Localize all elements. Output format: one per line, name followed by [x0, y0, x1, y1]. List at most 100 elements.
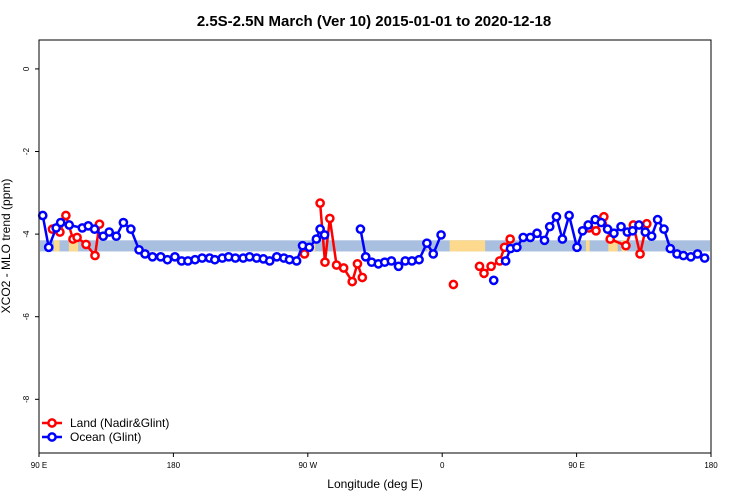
data-point-ocean	[539, 235, 550, 246]
data-point-land	[315, 198, 325, 208]
data-point-ocean	[634, 220, 644, 230]
data-point-land	[338, 263, 349, 273]
data-point-ocean	[360, 251, 371, 262]
band-land-segment	[53, 240, 60, 252]
data-point-land	[635, 249, 645, 259]
data-point-ocean	[551, 211, 562, 222]
data-point-land	[299, 249, 310, 259]
band-land-segment	[449, 240, 486, 252]
data-point-land	[479, 268, 489, 279]
legend-item-ocean: Ocean (Glint)	[42, 430, 141, 444]
data-point-ocean	[230, 253, 241, 263]
data-point-land	[448, 279, 459, 290]
data-point-land	[81, 239, 91, 250]
data-point-ocean	[197, 253, 207, 263]
data-point-ocean	[678, 250, 689, 261]
data-point-ocean	[170, 251, 180, 262]
data-point-ocean	[422, 238, 432, 249]
series-land	[47, 198, 652, 290]
data-point-ocean	[544, 221, 555, 232]
x-axis: 90 E 180 90 W 0 90 E 180	[31, 453, 718, 470]
data-point-land	[357, 272, 368, 283]
data-point-ocean	[162, 254, 173, 265]
data-point-land	[90, 250, 100, 261]
data-point-ocean	[659, 224, 669, 235]
y-tick-label: -8	[22, 395, 31, 403]
legend-marker	[47, 432, 57, 442]
x-tick-label: 90 E	[31, 461, 47, 470]
data-point-ocean	[500, 256, 511, 266]
legend-label: Land (Nadir&Glint)	[70, 416, 169, 430]
data-point-ocean	[64, 220, 75, 230]
data-point-ocean	[125, 224, 136, 235]
data-point-ocean	[577, 225, 588, 236]
data-point-ocean	[118, 217, 129, 228]
data-point-ocean	[692, 249, 703, 259]
data-point-ocean	[646, 231, 657, 242]
data-point-ocean	[319, 230, 330, 240]
data-point-ocean	[89, 224, 100, 235]
data-point-ocean	[564, 210, 574, 221]
data-point-ocean	[596, 217, 607, 228]
data-point-ocean	[616, 221, 626, 232]
data-point-ocean	[532, 228, 542, 239]
data-point-ocean	[147, 251, 158, 262]
data-point-land	[621, 240, 631, 251]
y-tick-label: 0	[22, 66, 31, 71]
data-point-ocean	[572, 242, 582, 253]
data-point-ocean	[264, 256, 275, 266]
data-point-land	[324, 213, 335, 224]
y-axis-label: XCO2 - MLO trend (ppm)	[0, 179, 13, 314]
data-point-ocean	[140, 249, 150, 259]
data-point-ocean	[304, 242, 315, 253]
data-point-ocean	[699, 253, 710, 263]
data-point-ocean	[311, 234, 322, 244]
x-tick-label: 180	[167, 461, 181, 470]
data-point-land	[591, 225, 601, 236]
band-land-segment	[68, 240, 79, 252]
data-point-ocean	[665, 243, 676, 254]
data-point-ocean	[488, 275, 499, 286]
data-point-ocean	[37, 210, 48, 221]
data-point-ocean	[436, 230, 446, 240]
data-point-ocean	[355, 224, 366, 235]
y-tick-label: -4	[22, 230, 31, 238]
legend-label: Ocean (Glint)	[70, 430, 141, 444]
band-ocean	[40, 240, 710, 252]
legend-item-land: Land (Nadir&Glint)	[42, 416, 169, 430]
data-point-land	[347, 276, 358, 287]
chart-title: 2.5S-2.5N March (Ver 10) 2015-01-01 to 2…	[197, 13, 551, 30]
data-point-ocean	[602, 224, 613, 235]
data-point-ocean	[525, 232, 536, 243]
series-group	[37, 198, 710, 290]
data-point-ocean	[104, 227, 115, 237]
data-point-ocean	[428, 249, 439, 259]
data-point-ocean	[386, 256, 397, 266]
data-point-ocean	[512, 242, 522, 253]
data-point-ocean	[291, 256, 302, 266]
x-axis-label: Longitude (deg E)	[327, 477, 422, 491]
legend: Land (Nadir&Glint)Ocean (Glint)	[42, 416, 169, 444]
data-point-land	[352, 258, 363, 269]
x-tick-label: 90 E	[568, 461, 584, 470]
data-point-ocean	[209, 254, 220, 265]
data-point-land	[505, 234, 515, 244]
x-tick-label: 90 W	[298, 461, 317, 470]
band-land-segment	[585, 240, 590, 252]
data-point-land	[61, 210, 71, 221]
y-tick-label: -6	[22, 313, 31, 321]
data-point-land	[641, 218, 652, 229]
data-point-ocean	[393, 261, 404, 272]
data-point-ocean	[640, 227, 651, 237]
data-point-land	[320, 257, 330, 268]
data-point-ocean	[652, 214, 663, 225]
data-point-land	[72, 232, 82, 243]
data-point-ocean	[557, 234, 568, 244]
data-point-ocean	[111, 231, 122, 242]
data-point-ocean	[55, 217, 66, 228]
data-point-ocean	[609, 228, 619, 239]
series-ocean	[37, 210, 710, 286]
y-axis: 0 -2 -4 -6 -8	[22, 66, 39, 403]
legend-marker	[47, 418, 57, 428]
